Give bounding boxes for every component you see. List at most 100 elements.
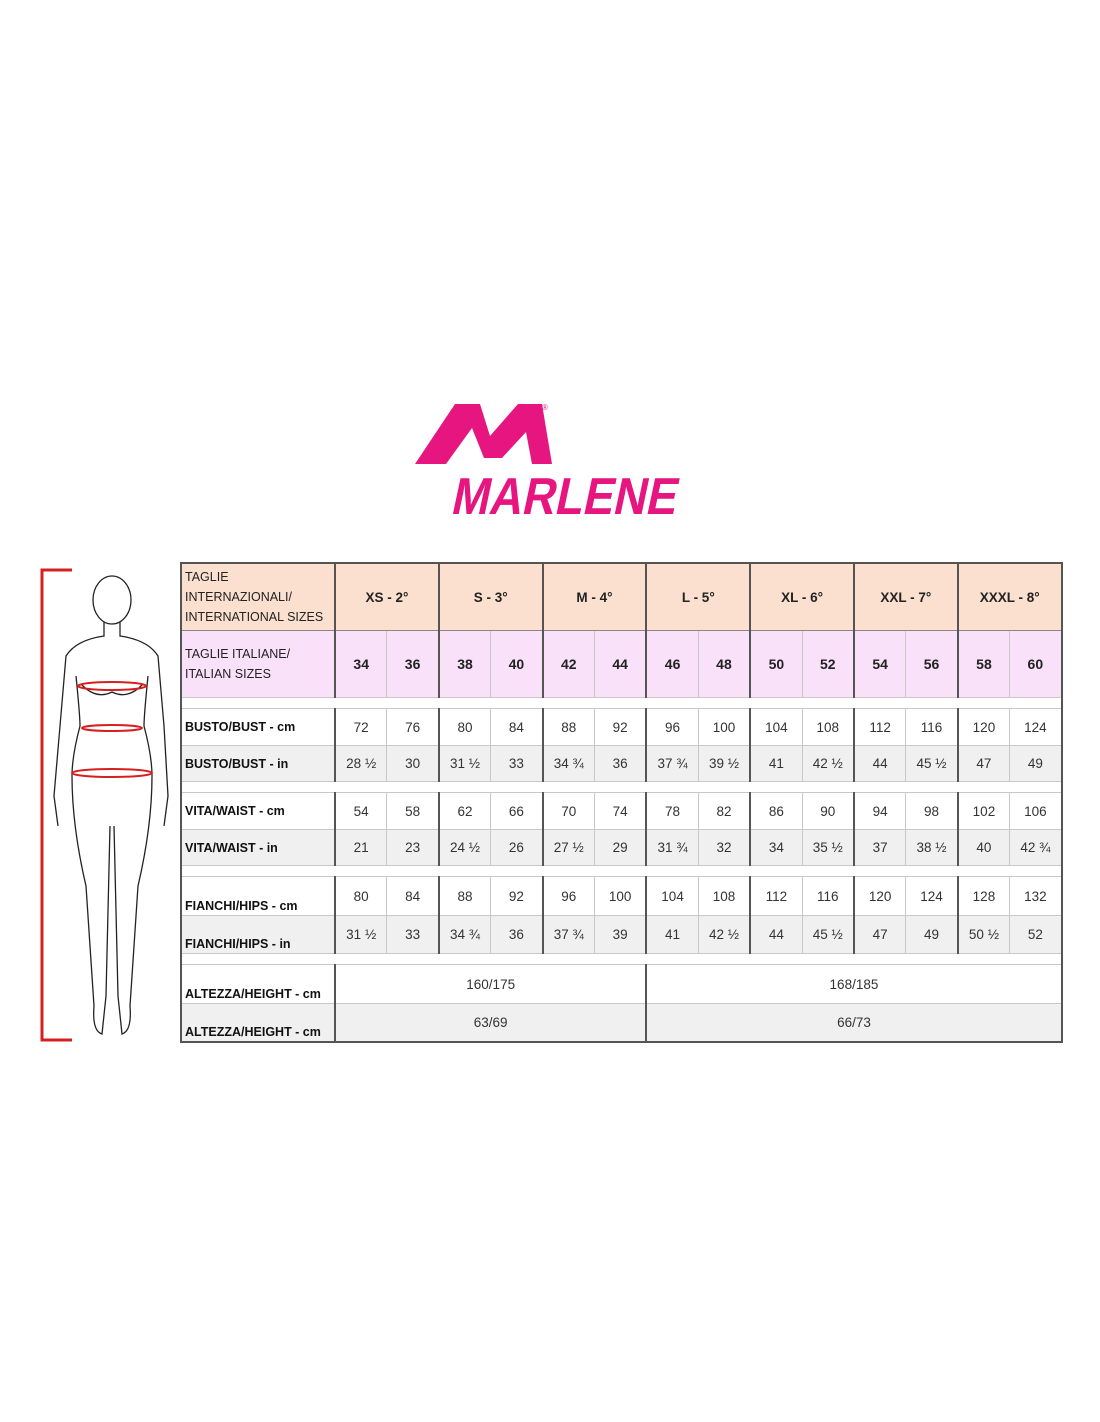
- italian-size-cell: 46: [645, 630, 699, 698]
- italian-sizes-label-line: ITALIAN SIZES: [185, 667, 271, 681]
- italian-size-cell: 60: [1009, 630, 1063, 698]
- measurement-value: 47: [957, 745, 1011, 782]
- measurement-value: 54: [334, 792, 388, 830]
- measurement-value: 124: [905, 876, 959, 916]
- spacer-row: [181, 953, 1062, 965]
- measurement-value: 37 ¾: [645, 745, 699, 782]
- measurement-value: 104: [749, 708, 803, 746]
- international-sizes-label: TAGLIE INTERNAZIONALI/INTERNATIONAL SIZES: [180, 562, 336, 631]
- spacer-cell: [181, 953, 1062, 965]
- measurement-value: 34 ¾: [438, 915, 492, 954]
- spacer-row: [181, 697, 1062, 709]
- measurement-value: 120: [957, 708, 1011, 746]
- measurement-row: FIANCHI/HIPS - in 31 ½ 33 34 ¾ 36 37 ¾ 39 41 42 …: [180, 915, 1063, 954]
- measurement-value: 50 ½: [957, 915, 1011, 954]
- international-size-cell: M - 4°: [542, 562, 648, 631]
- measurement-value: 96: [645, 708, 699, 746]
- measurement-value: 31 ¾: [645, 829, 699, 866]
- measurement-label: FIANCHI/HIPS - cm: [180, 876, 336, 916]
- italian-size-cell: 44: [593, 630, 648, 698]
- italian-sizes-label: TAGLIE ITALIANE/ITALIAN SIZES: [180, 630, 336, 698]
- measurement-value: 76: [386, 708, 440, 746]
- height-label: ALTEZZA/HEIGHT - cm: [180, 1003, 336, 1043]
- measurement-value: 98: [905, 792, 959, 830]
- measurement-value: 45 ½: [801, 915, 855, 954]
- measurement-value: 47: [853, 915, 907, 954]
- international-size-cell: L - 5°: [645, 562, 752, 631]
- measurement-value: 90: [801, 792, 855, 830]
- international-size-cell: S - 3°: [438, 562, 544, 631]
- measurement-value: 66: [490, 792, 544, 830]
- body-measurement-figure: [40, 568, 169, 1042]
- height-value: 66/73: [645, 1003, 1063, 1043]
- measurement-label: VITA/WAIST - cm: [180, 792, 336, 830]
- measurement-value: 120: [853, 876, 907, 916]
- measurement-value: 37 ¾: [542, 915, 595, 954]
- logo-registered: ®: [542, 403, 548, 412]
- measurement-row: VITA/WAIST - in 21 23 24 ½ 26 27 ½ 29 31 ¾ 32 34 3…: [180, 829, 1063, 866]
- measurement-value: 42 ¾: [1009, 829, 1063, 866]
- measurement-row: VITA/WAIST - cm 54 58 62 66 70 74 78 82 86 90 94 98 1…: [180, 792, 1063, 830]
- measurement-value: 35 ½: [801, 829, 855, 866]
- measurement-value: 108: [801, 708, 855, 746]
- italian-size-cell: 50: [749, 630, 803, 698]
- measurement-value: 78: [645, 792, 699, 830]
- measurement-value: 31 ½: [438, 745, 492, 782]
- height-label: ALTEZZA/HEIGHT - cm: [180, 964, 336, 1004]
- italian-size-cell: 48: [697, 630, 752, 698]
- measurement-value: 96: [542, 876, 595, 916]
- measurement-value: 88: [542, 708, 595, 746]
- height-value: 160/175: [334, 964, 648, 1004]
- italian-size-cell: 38: [438, 630, 492, 698]
- spacer-row: [181, 865, 1062, 877]
- measurement-value: 86: [749, 792, 803, 830]
- measurement-value: 41: [749, 745, 803, 782]
- measurement-label: BUSTO/BUST - in: [180, 745, 336, 782]
- measurement-value: 80: [438, 708, 492, 746]
- italian-size-cell: 54: [853, 630, 907, 698]
- measurement-value: 52: [1009, 915, 1063, 954]
- measurement-value: 38 ½: [905, 829, 959, 866]
- measurement-value: 34 ¾: [542, 745, 595, 782]
- measurement-value: 116: [905, 708, 959, 746]
- measurement-row: BUSTO/BUST - cm 72 76 80 84 88 92 96 100 104 108 11…: [180, 708, 1063, 746]
- measurement-value: 132: [1009, 876, 1063, 916]
- italian-size-cell: 58: [957, 630, 1011, 698]
- italian-sizes-row: TAGLIE ITALIANE/ITALIAN SIZES 34 36 38 40 42 4…: [180, 630, 1063, 698]
- measurement-label: BUSTO/BUST - cm: [180, 708, 336, 746]
- measurement-value: 45 ½: [905, 745, 959, 782]
- measurement-value: 124: [1009, 708, 1063, 746]
- measurement-value: 100: [593, 876, 648, 916]
- measurement-value: 112: [749, 876, 803, 916]
- spacer-cell: [181, 781, 1062, 793]
- measurement-value: 41: [645, 915, 699, 954]
- measurement-value: 40: [957, 829, 1011, 866]
- italian-size-cell: 56: [905, 630, 959, 698]
- measurement-value: 32: [697, 829, 752, 866]
- measurement-value: 88: [438, 876, 492, 916]
- size-chart-table: TAGLIE INTERNAZIONALI/INTERNATIONAL SIZES…: [180, 562, 1063, 1043]
- measurement-value: 28 ½: [334, 745, 388, 782]
- measurement-value: 23: [386, 829, 440, 866]
- measurement-value: 24 ½: [438, 829, 492, 866]
- measurement-value: 31 ½: [334, 915, 388, 954]
- international-size-cell: XL - 6°: [749, 562, 855, 631]
- spacer-cell: [181, 865, 1062, 877]
- international-sizes-label-line: INTERNAZIONALI/: [185, 590, 292, 604]
- measurement-value: 39 ½: [697, 745, 752, 782]
- measurement-value: 94: [853, 792, 907, 830]
- italian-size-cell: 52: [801, 630, 855, 698]
- spacer-row: [181, 781, 1062, 793]
- height-value: 63/69: [334, 1003, 648, 1043]
- measurement-value: 112: [853, 708, 907, 746]
- measurement-value: 39: [593, 915, 648, 954]
- italian-size-cell: 40: [490, 630, 544, 698]
- measurement-value: 21: [334, 829, 388, 866]
- height-row: ALTEZZA/HEIGHT - cm 160/175 168/185: [180, 964, 1063, 1004]
- height-row: ALTEZZA/HEIGHT - cm 63/69 66/73: [180, 1003, 1063, 1043]
- measurement-value: 70: [542, 792, 595, 830]
- measurement-label: FIANCHI/HIPS - in: [180, 915, 336, 954]
- measurement-value: 128: [957, 876, 1011, 916]
- measurement-value: 74: [593, 792, 648, 830]
- height-bracket: [40, 568, 72, 1042]
